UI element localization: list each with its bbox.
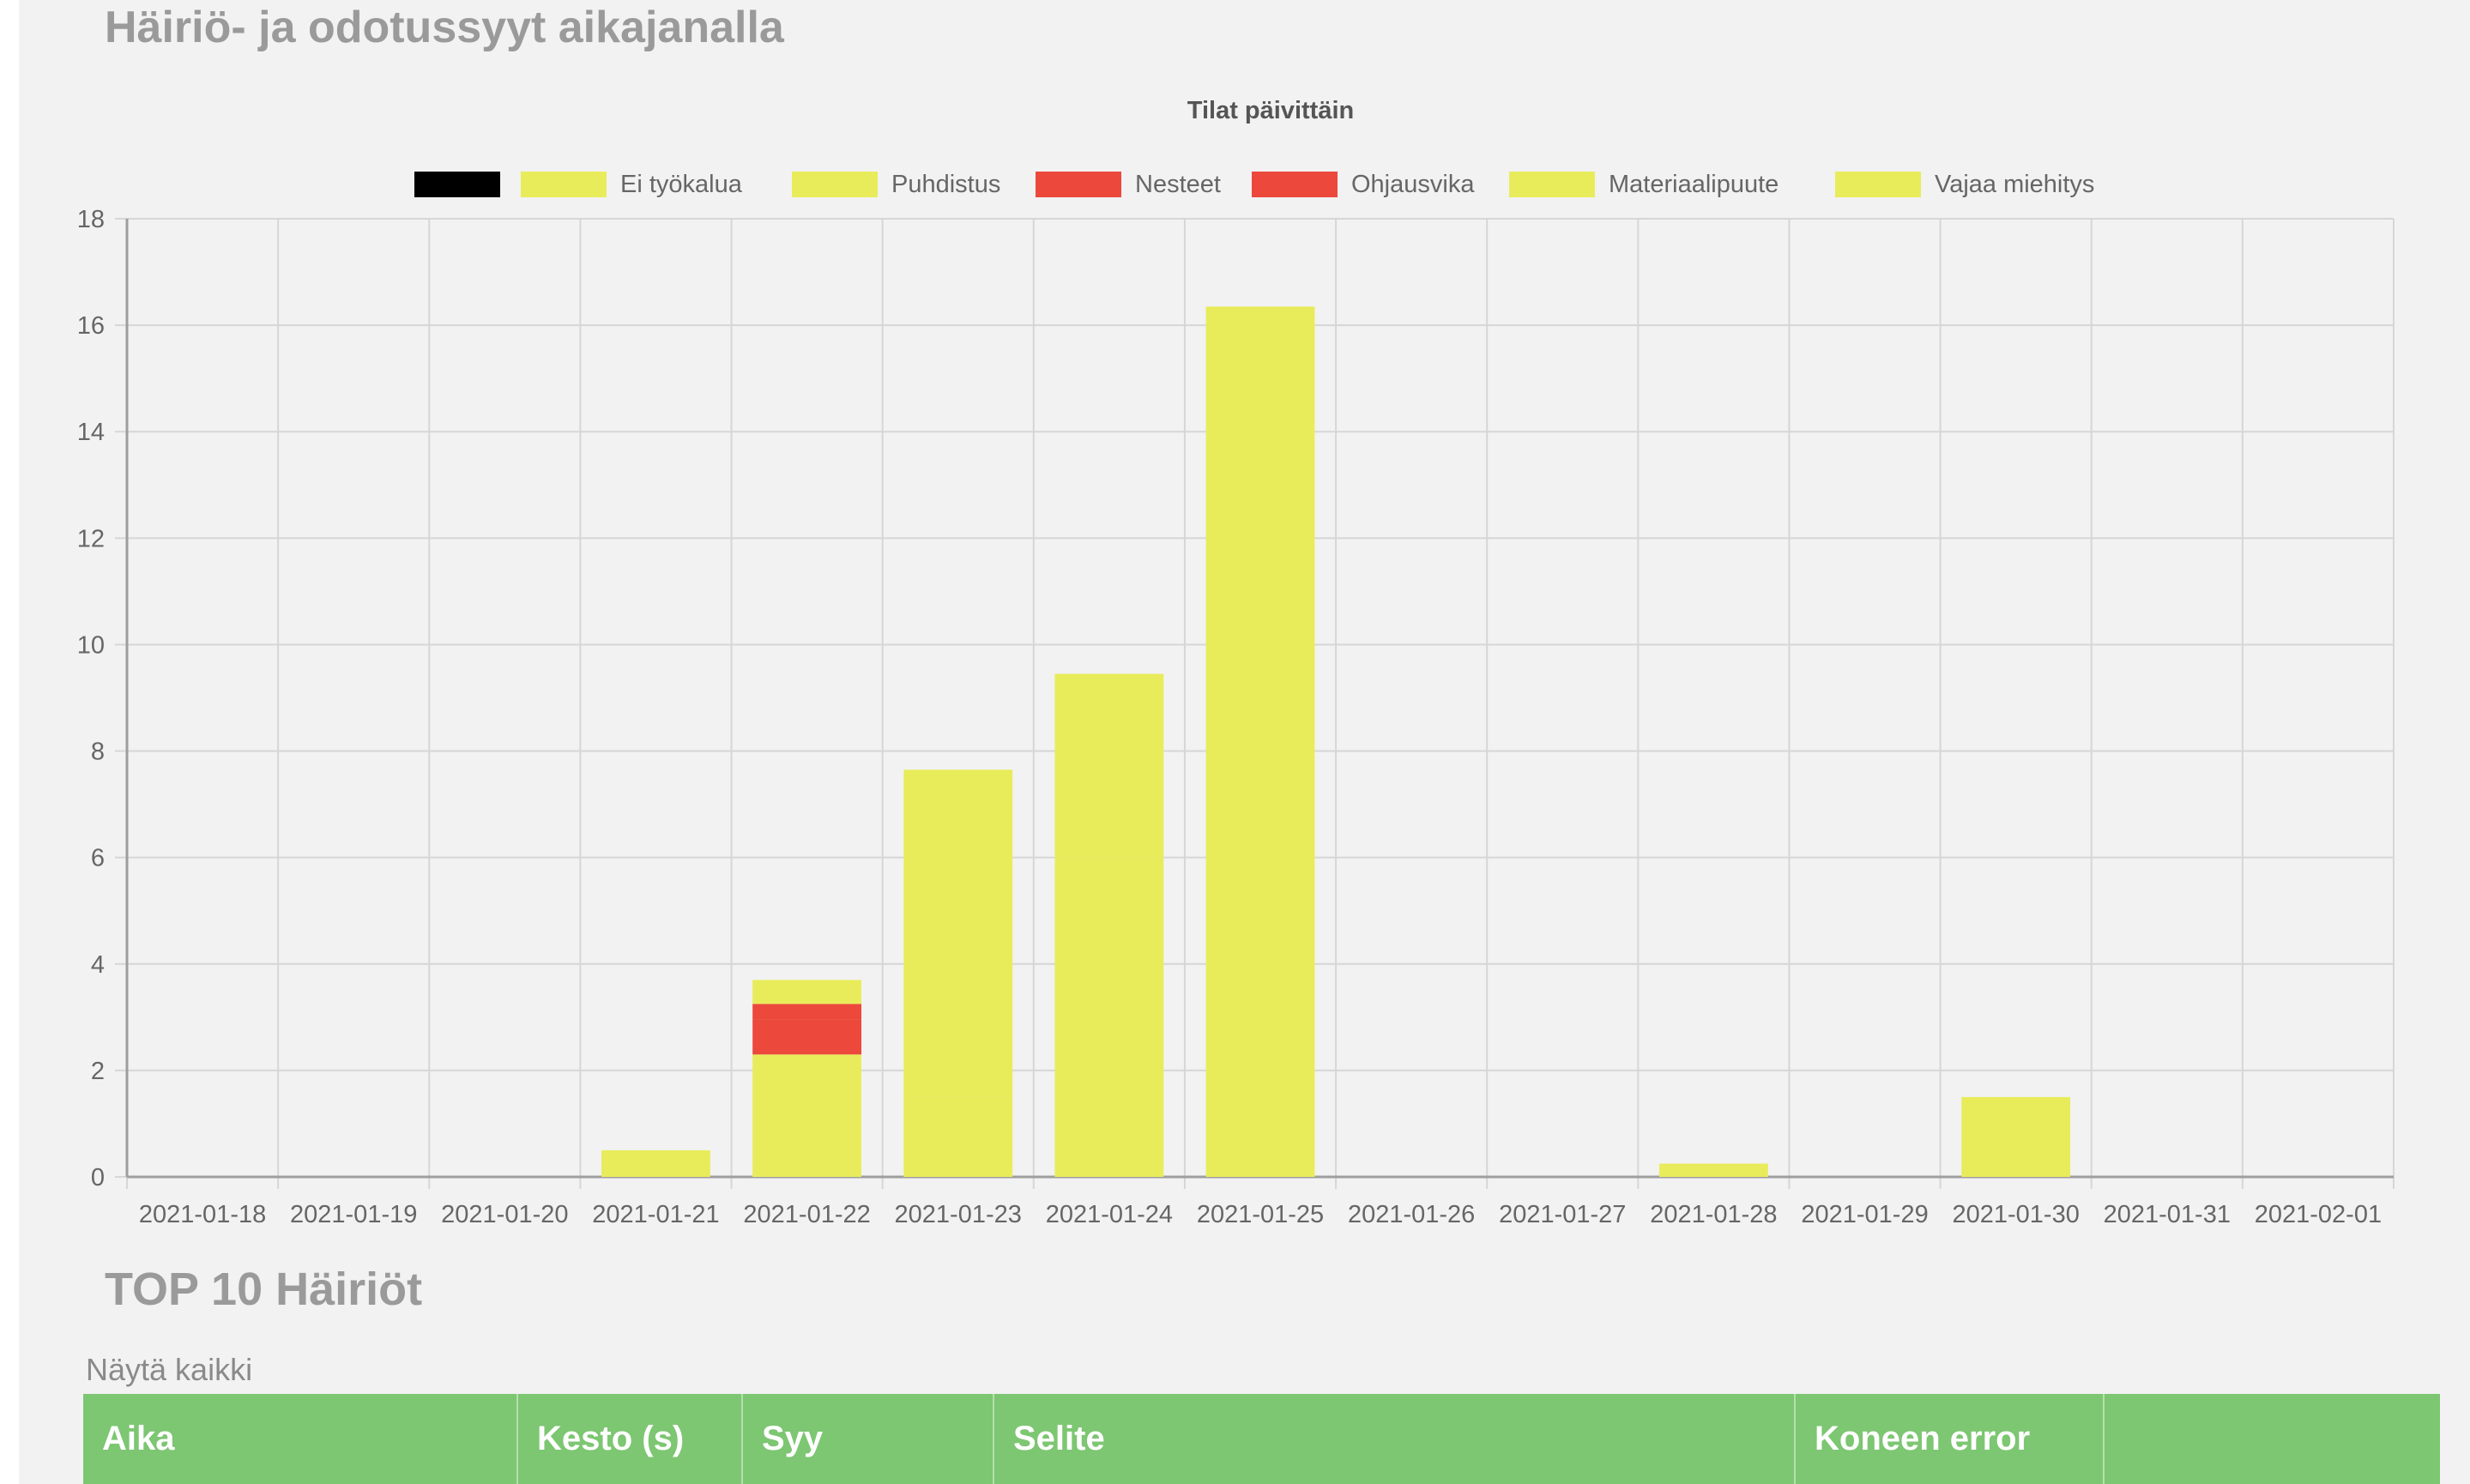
x-tick-label-2021-01-22: 2021-01-22	[743, 1201, 870, 1228]
y-tick-label-6: 6	[91, 845, 105, 872]
section-title: Häiriö- ja odotussyyt aikajanalla	[105, 3, 784, 52]
legend-label-5: Materiaalipuute	[1609, 171, 1779, 198]
x-tick-label-2021-01-19: 2021-01-19	[290, 1201, 417, 1228]
y-tick-label-14: 14	[77, 419, 105, 446]
y-tick-label-10: 10	[77, 631, 105, 659]
x-tick-label-2021-01-20: 2021-01-20	[441, 1201, 568, 1228]
content-panel: Häiriö- ja odotussyyt aikajanalla Tilat …	[19, 0, 2470, 1484]
bar-2021-01-22-series-5	[752, 980, 862, 1004]
legend-label-1: Ei työkalua	[620, 171, 743, 198]
x-tick-label-2021-01-29: 2021-01-29	[1801, 1201, 1928, 1228]
column-header-aika[interactable]: Aika	[83, 1394, 518, 1484]
y-tick-label-8: 8	[91, 739, 105, 766]
show-all-link[interactable]: Näytä kaikki	[86, 1352, 253, 1387]
column-header-selite[interactable]: Selite	[993, 1394, 1796, 1484]
x-tick-label-2021-01-30: 2021-01-30	[1952, 1201, 2079, 1228]
legend-label-4: Ohjausvika	[1351, 171, 1475, 198]
top10-table: Aika Kesto (s) Syy Selite Koneen error	[83, 1394, 2440, 1484]
bar-2021-01-30-series-1	[1961, 1096, 2071, 1177]
bar-2021-01-22-series-1	[752, 1054, 862, 1177]
legend-swatch-3	[1036, 172, 1121, 197]
legend-swatch-4	[1252, 172, 1338, 197]
y-tick-label-4: 4	[91, 951, 105, 979]
chart-title: Tilat päivittäin	[1187, 97, 1354, 124]
bar-2021-01-25-series-1	[1205, 306, 1315, 1177]
legend-label-6: Vajaa miehitys	[1935, 171, 2094, 198]
x-tick-label-2021-01-26: 2021-01-26	[1348, 1201, 1475, 1228]
bar-2021-01-28-series-1	[1658, 1163, 1768, 1177]
legend-swatch-0	[414, 172, 500, 197]
bar-2021-01-21-series-1	[601, 1149, 710, 1177]
x-tick-label-2021-01-18: 2021-01-18	[139, 1201, 266, 1228]
legend-label-2: Puhdistus	[891, 171, 1000, 198]
y-tick-label-16: 16	[77, 312, 105, 340]
table-header-row: Aika Kesto (s) Syy Selite Koneen error	[83, 1394, 2440, 1484]
y-tick-label-18: 18	[77, 206, 105, 233]
legend-swatch-5	[1509, 172, 1595, 197]
column-header-kesto[interactable]: Kesto (s)	[517, 1394, 743, 1484]
bar-2021-01-24-series-2	[1054, 673, 1164, 858]
legend-swatch-1	[521, 172, 607, 197]
y-tick-label-0: 0	[91, 1164, 105, 1191]
legend-swatch-2	[792, 172, 878, 197]
column-header-actions	[2104, 1394, 2440, 1484]
x-tick-label-2021-02-01: 2021-02-01	[2255, 1201, 2382, 1228]
y-tick-label-12: 12	[77, 525, 105, 552]
x-tick-label-2021-01-27: 2021-01-27	[1499, 1201, 1626, 1228]
x-tick-label-2021-01-28: 2021-01-28	[1650, 1201, 1777, 1228]
bar-2021-01-23-series-1	[903, 1096, 1013, 1177]
timeline-chart: Tilat päivittäin Ei työkalua Puhdistus Nest…	[77, 97, 2395, 1228]
x-tick-label-2021-01-24: 2021-01-24	[1046, 1201, 1173, 1228]
top10-title: TOP 10 Häiriöt	[105, 1264, 423, 1315]
bar-2021-01-22-series-3	[752, 1019, 862, 1055]
y-tick-label-2: 2	[91, 1058, 105, 1085]
x-tick-label-2021-01-31: 2021-01-31	[2104, 1201, 2231, 1228]
legend-swatch-6	[1835, 172, 1921, 197]
legend-label-3: Nesteet	[1135, 171, 1221, 198]
bar-2021-01-22-series-4	[752, 1004, 862, 1020]
column-header-koneen-error[interactable]: Koneen error	[1795, 1394, 2105, 1484]
x-tick-label-2021-01-21: 2021-01-21	[592, 1201, 719, 1228]
x-tick-label-2021-01-25: 2021-01-25	[1197, 1201, 1324, 1228]
x-tick-label-2021-01-23: 2021-01-23	[895, 1201, 1022, 1228]
column-header-syy[interactable]: Syy	[742, 1394, 994, 1484]
bar-2021-01-24-series-1	[1054, 857, 1164, 1177]
bar-2021-01-23-series-2	[903, 769, 1013, 1097]
